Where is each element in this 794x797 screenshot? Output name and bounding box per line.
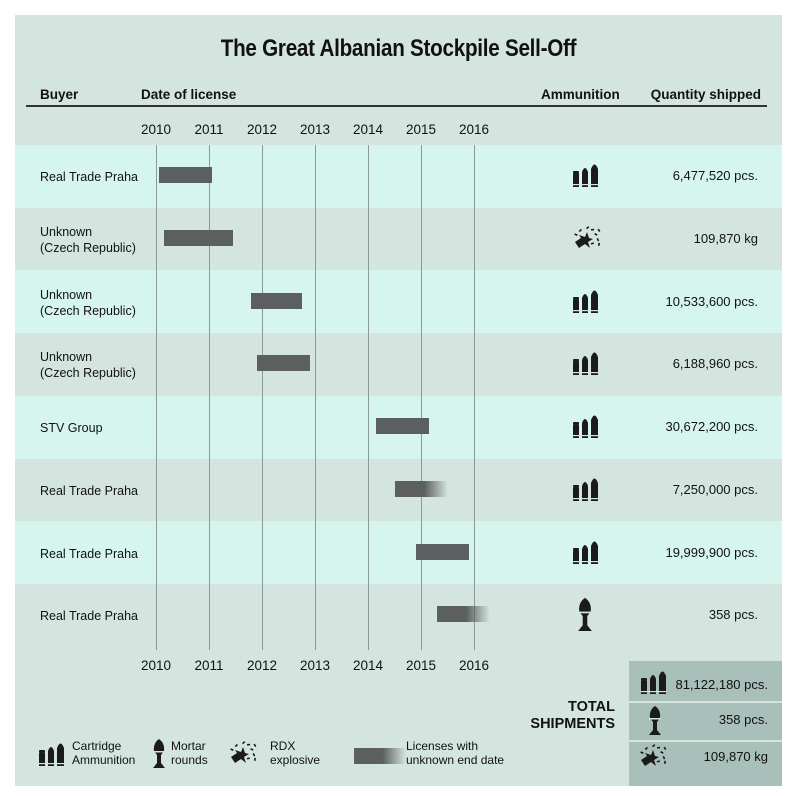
buyer-label: Unknown (Czech Republic) [40, 224, 136, 256]
legend-rdx-icon [229, 741, 259, 772]
table-row [15, 333, 782, 397]
totals-separator [629, 701, 782, 703]
quantity-value: 10,533,600 pcs. [665, 293, 758, 309]
buyer-label-line: Real Trade Praha [40, 609, 138, 624]
gridline [262, 145, 263, 650]
table-row [15, 270, 782, 334]
cartridge-icon [573, 541, 599, 570]
license-bar [256, 355, 310, 372]
license-bar [163, 230, 233, 247]
legend-mortar-icon [152, 739, 166, 774]
rdx-explosive-icon [573, 226, 603, 257]
header-divider [26, 105, 767, 107]
table-row [15, 145, 782, 209]
table-row [15, 583, 782, 648]
license-bar [158, 167, 212, 184]
gridline [421, 145, 422, 650]
legend-cartridge-icon [39, 743, 65, 772]
cartridge-icon [641, 671, 667, 700]
quantity-value: 6,477,520 pcs. [672, 168, 758, 184]
x-tick-label: 2010 [140, 122, 172, 137]
totals-separator [629, 740, 782, 742]
quantity-value: 109,870 kg [693, 231, 758, 247]
x-tick-label: 2013 [299, 122, 331, 137]
mortar-icon [648, 706, 662, 741]
buyer-label: Real Trade Praha [40, 169, 138, 185]
buyer-label-line: STV Group [40, 421, 103, 436]
x-tick-label: 2016 [458, 658, 490, 673]
legend-unknown-end-label: Licenses with unknown end date [406, 739, 505, 767]
legend-mortar-label: Mortar rounds [171, 739, 208, 767]
buyer-label-line: Real Trade Praha [40, 483, 138, 498]
cartridge-icon [573, 478, 599, 507]
x-tick-label: 2015 [405, 658, 437, 673]
buyer-label: Real Trade Praha [40, 608, 138, 624]
buyer-label-line: (Czech Republic) [40, 241, 136, 256]
buyer-label-line: (Czech Republic) [40, 303, 136, 318]
totals-label-line2: SHIPMENTS [530, 716, 615, 732]
cartridge-icon [573, 415, 599, 444]
chart-title: The Great Albanian Stockpile Sell-Off [220, 35, 577, 62]
buyer-label: Unknown (Czech Republic) [40, 349, 136, 381]
legend-unknown-end-swatch [354, 748, 406, 764]
x-tick-label: 2011 [194, 122, 224, 137]
x-tick-label: 2015 [405, 122, 437, 137]
table-row [15, 207, 782, 271]
gridline [368, 145, 369, 650]
gridline [209, 145, 210, 650]
legend-rdx-label: RDX explosive [270, 739, 321, 767]
buyer-label: Real Trade Praha [40, 546, 138, 562]
x-tick-label: 2012 [246, 658, 278, 673]
license-bar [375, 418, 429, 435]
quantity-value: 358 pcs. [708, 607, 758, 623]
x-tick-label: 2011 [194, 658, 224, 673]
gridline [315, 145, 316, 650]
gridline [156, 145, 157, 650]
legend-cartridge-label: Cartridge Ammunition [72, 739, 136, 767]
header-ammunition: Ammunition [541, 87, 620, 102]
buyer-label-line: Unknown [40, 225, 93, 240]
total-cartridge-value: 81,122,180 pcs. [675, 677, 768, 692]
table-row [15, 521, 782, 585]
x-tick-label: 2010 [140, 658, 172, 673]
quantity-value: 6,188,960 pcs. [672, 356, 758, 372]
mortar-icon [577, 596, 593, 639]
total-mortar-value: 358 pcs. [718, 712, 768, 727]
quantity-value: 19,999,900 pcs. [665, 544, 758, 560]
buyer-label-line: Real Trade Praha [40, 170, 138, 185]
license-bar [394, 480, 448, 497]
header-date: Date of license [141, 87, 237, 102]
chart-frame: The Great Albanian Stockpile Sell-Off Bu… [15, 15, 782, 786]
buyer-label-line: (Czech Republic) [40, 366, 136, 381]
x-tick-label: 2014 [352, 658, 384, 673]
cartridge-icon [573, 164, 599, 193]
license-bar [415, 543, 469, 560]
header-quantity: Quantity shipped [650, 87, 761, 102]
quantity-value: 7,250,000 pcs. [672, 481, 758, 497]
x-tick-label: 2013 [299, 658, 331, 673]
x-tick-label: 2012 [246, 122, 278, 137]
total-rdx-value: 109,870 kg [703, 749, 768, 764]
totals-label-line1: TOTAL [568, 699, 615, 715]
quantity-value: 30,672,200 pcs. [665, 419, 758, 435]
header-buyer: Buyer [40, 87, 79, 102]
buyer-label: Real Trade Praha [40, 483, 138, 499]
rdx-explosive-icon [639, 744, 669, 775]
buyer-label: Unknown (Czech Republic) [40, 287, 136, 319]
cartridge-icon [573, 290, 599, 319]
buyer-label: STV Group [40, 420, 103, 436]
buyer-label-line: Real Trade Praha [40, 546, 138, 561]
cartridge-icon [573, 352, 599, 381]
x-tick-label: 2016 [458, 122, 490, 137]
buyer-label-line: Unknown [40, 287, 93, 302]
license-bar [251, 292, 302, 309]
gridline [474, 145, 475, 650]
totals-label: TOTAL SHIPMENTS [520, 699, 615, 733]
license-bar [436, 606, 490, 623]
buyer-label-line: Unknown [40, 350, 93, 365]
x-tick-label: 2014 [352, 122, 384, 137]
